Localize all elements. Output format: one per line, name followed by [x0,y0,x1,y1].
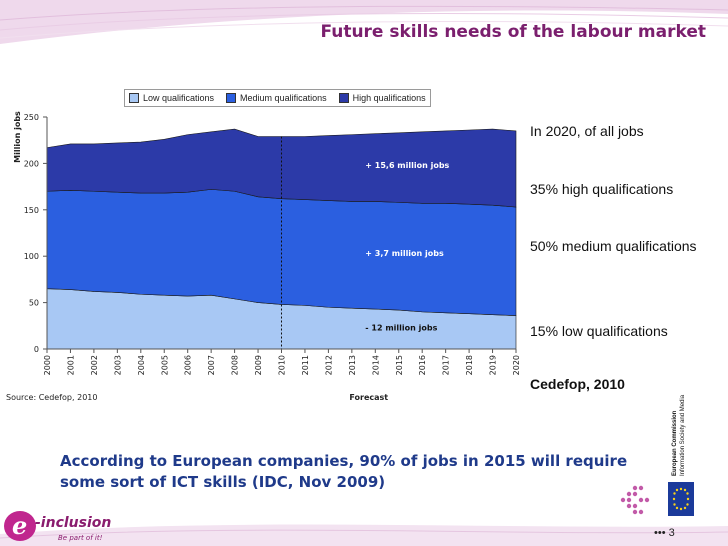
legend-swatch-low [129,93,139,103]
legend-item-low: Low qualifications [129,93,214,103]
annotation-label: + 3,7 million jobs [365,249,444,258]
eu-flag [668,482,694,516]
header-band [0,0,728,52]
area-series-3 [46,128,517,208]
x-tick-label: 2017 [442,355,451,375]
x-tick-label: 2006 [184,355,193,375]
side-low: 15% low qualifications [530,323,668,339]
annotation-label: - 12 million jobs [365,323,437,332]
conclusion-text: According to European companies, 90% of … [60,452,628,491]
european-commission-logo: European Commission Information Society … [668,394,694,516]
ec-logo-line2: Information Society and Media [680,394,686,476]
eu-stars-icon [672,487,690,511]
x-tick-label: 2008 [231,355,240,375]
legend-label-high: High qualifications [352,93,426,103]
y-tick-label: 0 [34,345,39,354]
x-tick-label: 2000 [43,355,52,375]
side-intro: In 2020, of all jobs [530,123,644,139]
ec-logo-line1: European Commission [672,410,678,476]
einclusion-logo: e -inclusion Be part of it! [4,511,111,542]
x-tick-label: 2003 [113,355,122,375]
legend-swatch-medium [226,93,237,103]
x-tick-label: 2012 [324,355,333,375]
legend-label-medium: Medium qualifications [240,93,327,103]
legend-item-medium: Medium qualifications [226,93,327,103]
legend-item-high: High qualifications [338,93,426,103]
stacked-area-chart: 0 50 100 150 200 250 2000 2001 2002 2003 2004 2005 2… [13,111,521,402]
x-tick-label: 2019 [489,355,498,375]
legend-label-low: Low qualifications [143,93,215,103]
slide-title: Future skills needs of the labour market [320,22,706,42]
y-tick-label: 100 [24,252,39,261]
y-tick-label: 200 [24,159,39,168]
x-tick-label: 2018 [465,355,474,375]
side-citation: Cedefop, 2010 [530,376,625,392]
chart-legend: Low qualifications Medium qualifications… [124,89,431,107]
x-tick-label: 2009 [254,355,263,375]
x-axis-label: Forecast [349,393,388,402]
page-number: ••• 3 [654,527,675,539]
einclusion-e: e [12,511,27,540]
x-tick-label: 2001 [66,355,75,375]
side-high: 35% high qualifications [530,181,674,197]
x-tick-label: 2005 [160,355,169,375]
y-tick-label: 150 [24,206,39,215]
y-axis-label: Million jobs [13,111,22,163]
y-tick-label: 50 [29,299,39,308]
legend-swatch-high [338,93,349,103]
x-tick-label: 2014 [371,355,380,375]
x-tick-label: 2016 [418,355,427,375]
einclusion-tagline: Be part of it! [58,534,103,542]
x-tick-label: 2010 [278,355,287,375]
page-dots: ••• [654,527,666,539]
x-tick-label: 2002 [90,355,99,375]
decorative-dots-icon [620,485,650,515]
einclusion-name: -inclusion [35,515,111,531]
y-tick-label: 250 [24,113,39,122]
x-tick-label: 2020 [512,355,521,375]
page-number-value: 3 [668,527,675,539]
x-tick-label: 2011 [301,355,310,375]
x-tick-label: 2004 [137,355,146,375]
annotation-label: + 15,6 million jobs [365,161,449,170]
side-medium: 50% medium qualifications [530,238,697,254]
chart-source: Source: Cedefop, 2010 [6,393,98,402]
x-tick-label: 2015 [395,355,404,375]
x-tick-label: 2013 [348,355,357,375]
x-tick-label: 2007 [207,355,216,375]
